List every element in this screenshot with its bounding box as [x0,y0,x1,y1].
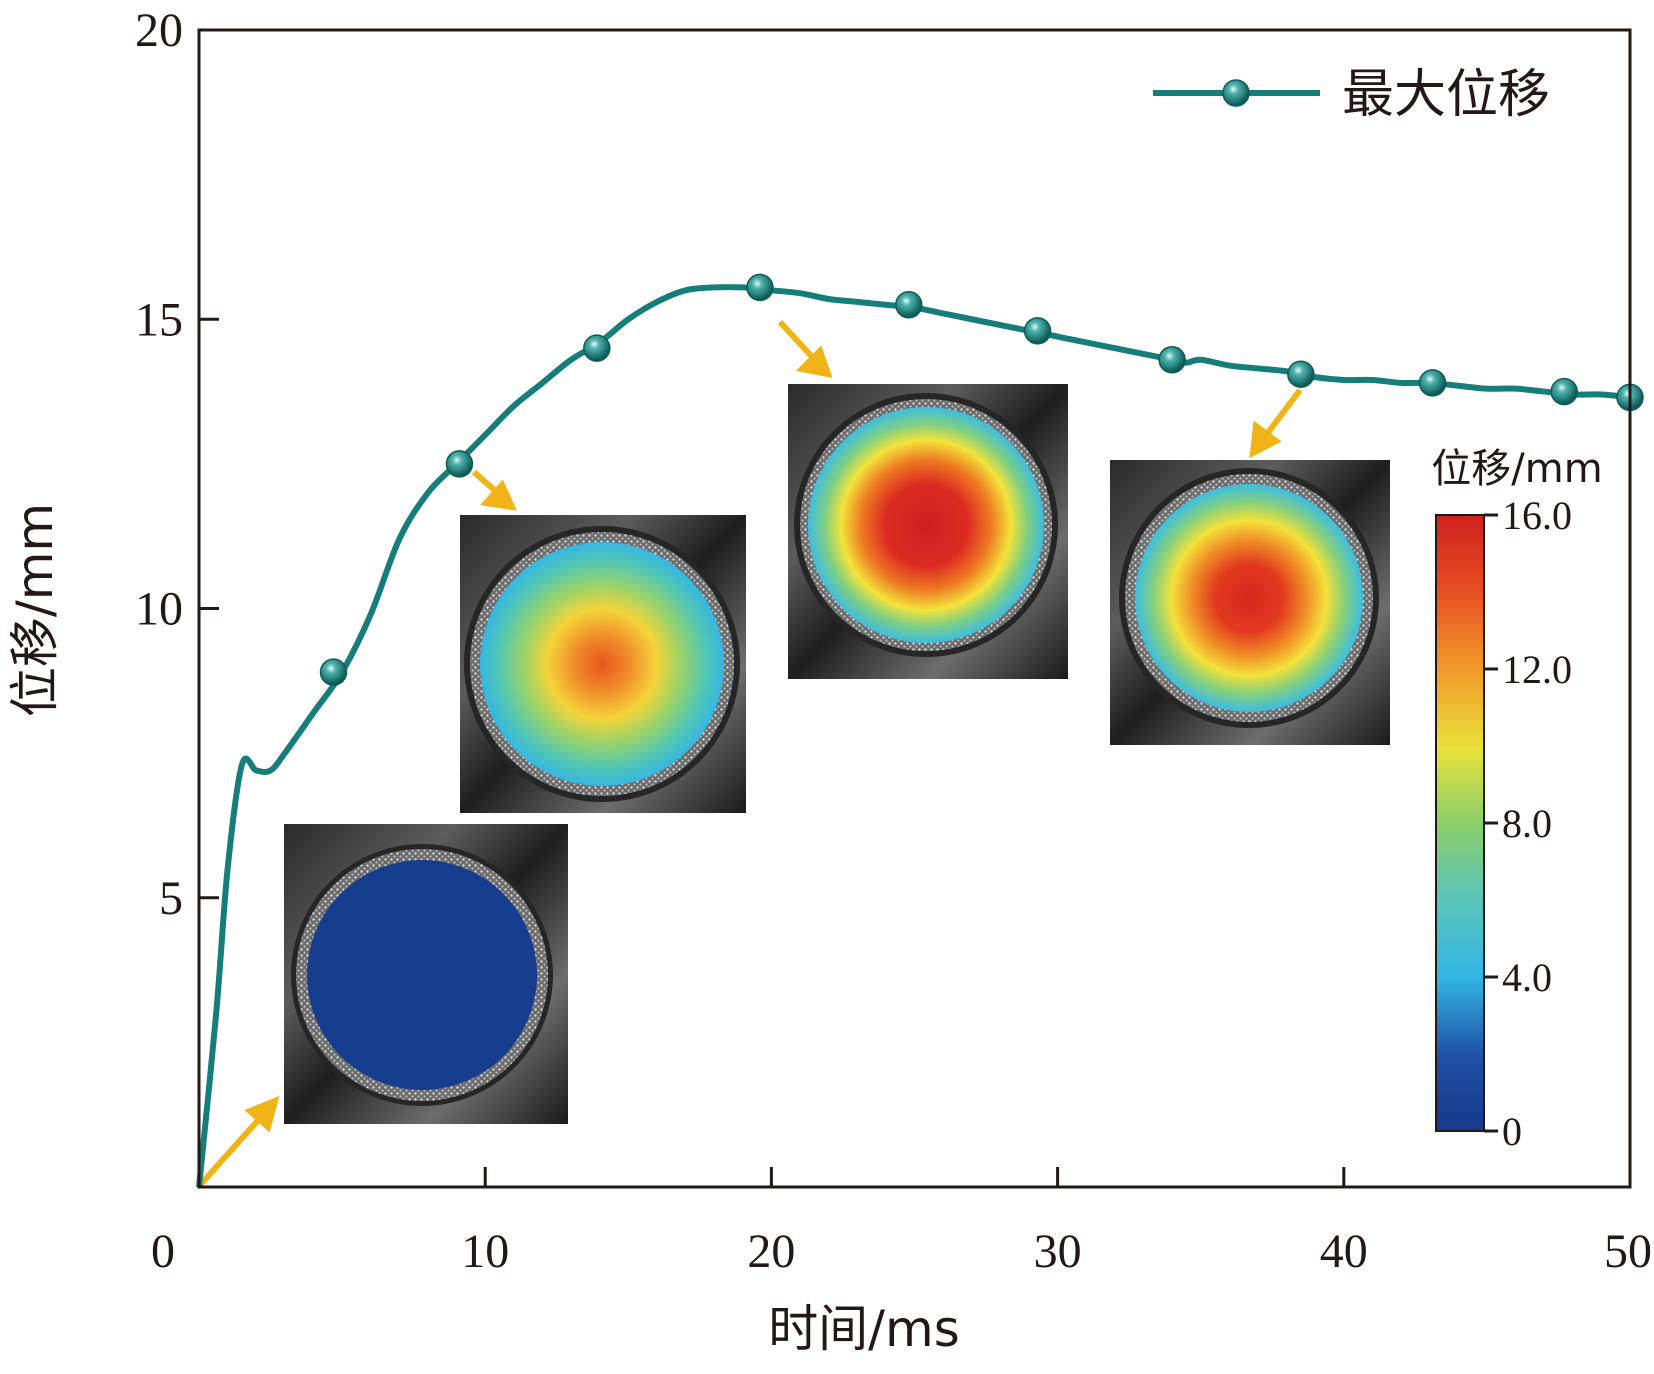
y-ticks: 5 10 15 20 [135,4,219,925]
axes: 0 10 20 30 40 50 5 10 15 20 时间/ms 位移/mm [6,4,1652,1358]
inset-t2 [460,515,746,813]
x-tick-label: 10 [461,1225,509,1278]
series-point [583,334,611,362]
x-tick-label: 0 [151,1225,175,1278]
series-point [1550,377,1578,406]
series-point [746,273,774,302]
arrow-to-inset-t4 [1249,388,1303,459]
y-tick-label: 20 [135,4,183,57]
legend: 最大位移 [1153,65,1550,125]
series-point [319,658,348,686]
colorbar-bar [1435,514,1485,1132]
x-tick-label: 40 [1320,1225,1368,1278]
legend-marker [1222,79,1250,107]
x-tick-label: 30 [1034,1225,1082,1278]
inset-t1 [284,824,568,1124]
y-tick-label: 15 [135,293,183,346]
x-ticks: 0 10 20 30 40 50 [151,1167,1652,1278]
inset-arrows [197,319,1303,1188]
x-tick-label: 50 [1604,1225,1652,1278]
y-tick-label: 5 [159,872,183,925]
arrow-to-inset-t1 [197,1095,280,1188]
colorbar-tick-label: 16.0 [1502,493,1572,538]
x-axis-label: 时间/ms [768,1300,960,1358]
series-point [895,291,923,319]
colorbar-tick-label: 12.0 [1502,647,1572,692]
dic-insets [284,384,1390,1124]
colorbar-tick-label: 8.0 [1502,801,1552,846]
y-tick-label: 10 [135,583,183,636]
x-tick-label: 20 [747,1225,795,1278]
y-axis-label: 位移/mm [6,503,64,717]
inset-t3 [788,384,1068,679]
arrow-to-inset-t3 [777,319,833,378]
legend-label: 最大位移 [1342,65,1550,125]
colorbar-ticks: 0 4.0 8.0 12.0 16.0 [1484,493,1572,1154]
series-point [445,450,474,478]
series-point [1287,360,1315,388]
series-layer [196,273,1644,1188]
colorbar-title: 位移/mm [1431,446,1602,492]
arrow-to-inset-t2 [472,469,518,511]
colorbar: 位移/mm 0 4.0 8.0 12.0 16.0 [1431,446,1602,1154]
series-point [1158,345,1186,374]
series-point [1023,317,1052,345]
inset-t4 [1110,460,1390,745]
colorbar-tick-label: 4.0 [1502,955,1552,1000]
colorbar-tick-label: 0 [1502,1109,1522,1154]
series-point [1418,369,1447,397]
